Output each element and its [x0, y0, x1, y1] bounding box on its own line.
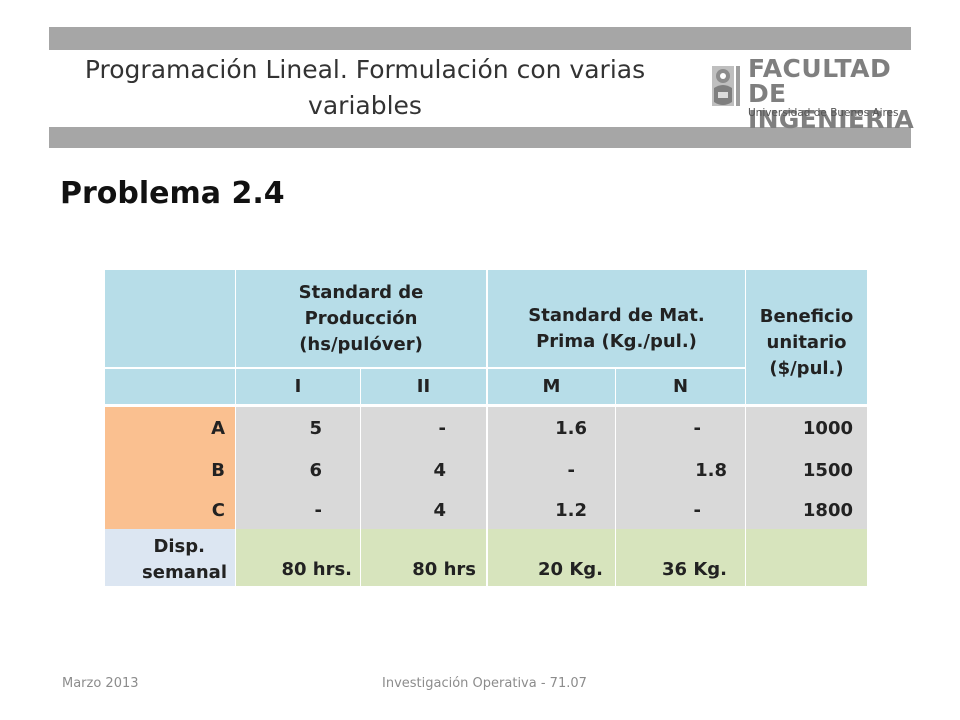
logo-line2: DE INGENIERIA	[748, 79, 915, 134]
cell-B-profit: 1500	[746, 449, 867, 491]
subheader-II: II	[361, 369, 486, 404]
availability-label-line2: semanal	[142, 562, 227, 583]
cell-C-M: 1.2	[488, 491, 615, 529]
header-production-line2: Producción	[304, 307, 418, 329]
logo-line3: Universidad de Buenos Aires	[748, 107, 899, 119]
faculty-logo: FACULTAD DE INGENIERIA Universidad de Bu…	[710, 54, 920, 133]
table-header-empty	[105, 270, 235, 367]
header-material-line2: Prima (Kg./pul.)	[536, 330, 697, 352]
slide-title-line2: variables	[308, 91, 422, 120]
cell-B-M: -	[488, 449, 615, 491]
subheader-I: I	[236, 369, 360, 404]
cell-C-N: -	[616, 491, 745, 529]
cell-A-N: -	[616, 407, 745, 449]
footer-course: Investigación Operativa - 71.07	[382, 676, 587, 691]
subheader-N: N	[616, 369, 745, 404]
subheader-empty	[105, 369, 235, 404]
row-label-B: B	[105, 449, 235, 491]
cell-C-profit: 1800	[746, 491, 867, 529]
cell-C-I: -	[236, 491, 360, 529]
logo-line1: FACULTAD	[748, 54, 892, 83]
header-profit-line1: Beneficio	[759, 306, 854, 327]
subheader-M: M	[488, 369, 615, 404]
availability-profit-empty	[746, 529, 867, 586]
row-label-C: C	[105, 491, 235, 529]
availability-M: 20 Kg.	[488, 529, 615, 586]
cell-B-II: 4	[361, 449, 486, 491]
cell-A-M: 1.6	[488, 407, 615, 449]
header-bar-bottom	[49, 127, 911, 148]
availability-N: 36 Kg.	[616, 529, 745, 586]
slide-title-line1: Programación Lineal. Formulación con var…	[84, 55, 646, 84]
cell-A-I: 5	[236, 407, 360, 449]
availability-label: Disp. semanal	[105, 529, 235, 586]
cell-B-I: 6	[236, 449, 360, 491]
header-bar-top	[49, 27, 911, 50]
header-profit-line2: unitario	[766, 332, 847, 353]
cell-C-II: 4	[361, 491, 486, 529]
problem-heading: Problema 2.4	[60, 176, 285, 211]
header-production-line3: (hs/pulóver)	[299, 333, 423, 355]
header-profit-line3: ($/pul.)	[769, 358, 844, 379]
header-unit-profit: Beneficio unitario ($/pul.)	[746, 270, 867, 404]
faculty-crest-icon	[712, 66, 740, 106]
row-label-A: A	[105, 407, 235, 449]
header-material-standard: Standard de Mat. Prima (Kg./pul.)	[488, 270, 745, 367]
cell-A-II: -	[361, 407, 486, 449]
availability-I: 80 hrs.	[236, 529, 360, 586]
cell-B-N: 1.8	[616, 449, 745, 491]
slide-title: Programación Lineal. Formulación con var…	[55, 52, 675, 124]
availability-label-line1: Disp.	[153, 536, 205, 557]
header-production-line1: Standard de	[298, 281, 424, 303]
availability-II: 80 hrs	[361, 529, 486, 586]
header-material-line1: Standard de Mat.	[528, 304, 705, 326]
footer-date: Marzo 2013	[62, 676, 139, 691]
cell-A-profit: 1000	[746, 407, 867, 449]
header-production-standard: Standard de Producción (hs/pulóver)	[236, 270, 486, 367]
